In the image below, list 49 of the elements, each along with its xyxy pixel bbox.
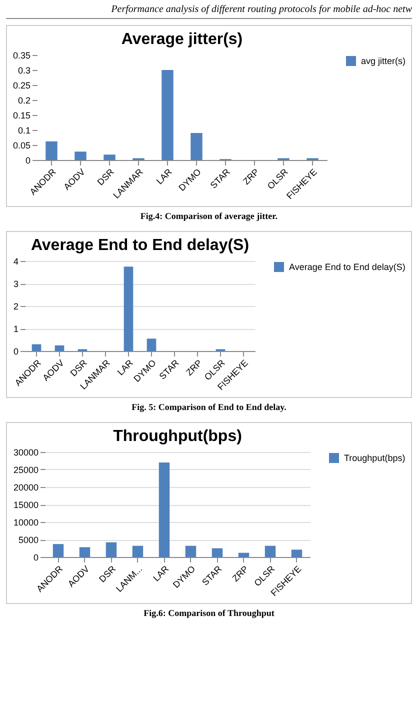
y-tick-label: 10000	[13, 518, 38, 528]
legend-label: avg jitter(s)	[361, 56, 406, 66]
y-tick-label: 0	[25, 156, 30, 166]
bar	[162, 70, 174, 160]
y-tick-label: 30000	[13, 448, 38, 458]
bar	[146, 338, 156, 351]
bar	[190, 133, 202, 160]
chart-title: Average jitter(s)	[121, 31, 243, 48]
y-tick-label: 0.15	[12, 110, 30, 120]
y-tick-label: 3	[13, 279, 18, 289]
bar	[212, 548, 223, 557]
bar	[104, 154, 116, 160]
y-tick-label: 20000	[13, 482, 38, 492]
bar	[291, 550, 302, 557]
caption: Fig. 5: Comparison of End to End delay.	[130, 402, 288, 412]
bar	[124, 266, 134, 351]
legend-label: Average End to End delay(S)	[289, 262, 406, 272]
bar	[158, 462, 170, 557]
y-tick-label: 0.05	[12, 140, 30, 150]
bar	[238, 552, 250, 557]
bar	[46, 141, 58, 160]
y-tick-label: 1	[13, 324, 18, 334]
chart-title: Average End to End delay(S)	[30, 237, 250, 254]
bar	[185, 546, 196, 557]
y-tick-label: 0.25	[12, 80, 30, 90]
legend-label: Troughput(bps)	[344, 453, 406, 463]
bar	[52, 544, 64, 557]
y-tick-label: 0.1	[18, 126, 30, 136]
y-tick-label: 0	[13, 346, 18, 356]
y-tick-label: 25000	[13, 465, 38, 475]
y-tick-label: 0.2	[18, 96, 30, 106]
y-tick-label: 0.35	[12, 50, 30, 60]
bar	[32, 344, 42, 351]
bar	[106, 542, 117, 557]
bar	[79, 547, 90, 557]
bar	[132, 546, 144, 557]
y-tick-label: 0.3	[18, 66, 30, 76]
bar	[264, 546, 276, 557]
y-tick-label: 2	[13, 302, 18, 312]
chart-title: Throughput(bps)	[113, 428, 242, 445]
y-tick-label: 0	[33, 552, 38, 562]
bar	[74, 152, 86, 160]
y-tick-label: 5000	[18, 535, 38, 545]
y-tick-label: 15000	[13, 500, 38, 510]
caption: Fig.6: Comparison of Throughput	[142, 608, 276, 618]
text: Performance analysis of different routing protocols for mobile ad-hoc netw	[6, 4, 412, 19]
y-tick-label: 4	[13, 256, 18, 266]
bar	[54, 345, 64, 351]
caption: Fig.4: Comparison of average jitter.	[139, 211, 279, 221]
